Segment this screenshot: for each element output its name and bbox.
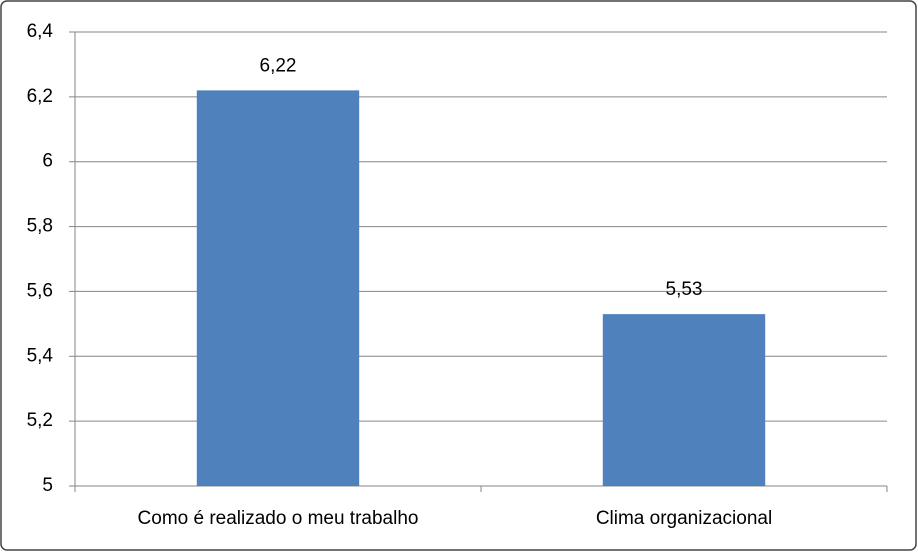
- bar: [196, 90, 360, 486]
- y-tick-label: 5,4: [27, 345, 54, 366]
- bar: [602, 314, 766, 486]
- y-tick-label: 6,2: [27, 86, 53, 107]
- y-tick-label: 5,2: [27, 410, 53, 431]
- y-tick-label: 5: [42, 475, 53, 496]
- data-label: 5,53: [666, 279, 703, 300]
- y-tick-label: 6: [42, 151, 53, 172]
- y-tick-label: 5,6: [27, 280, 53, 301]
- x-tick-label: Como é realizado o meu trabalho: [138, 508, 419, 529]
- x-tick-label: Clima organizacional: [596, 508, 772, 529]
- data-label: 6,22: [260, 55, 297, 76]
- y-tick-label: 5,8: [27, 216, 53, 237]
- y-tick-label: 6,4: [27, 21, 54, 42]
